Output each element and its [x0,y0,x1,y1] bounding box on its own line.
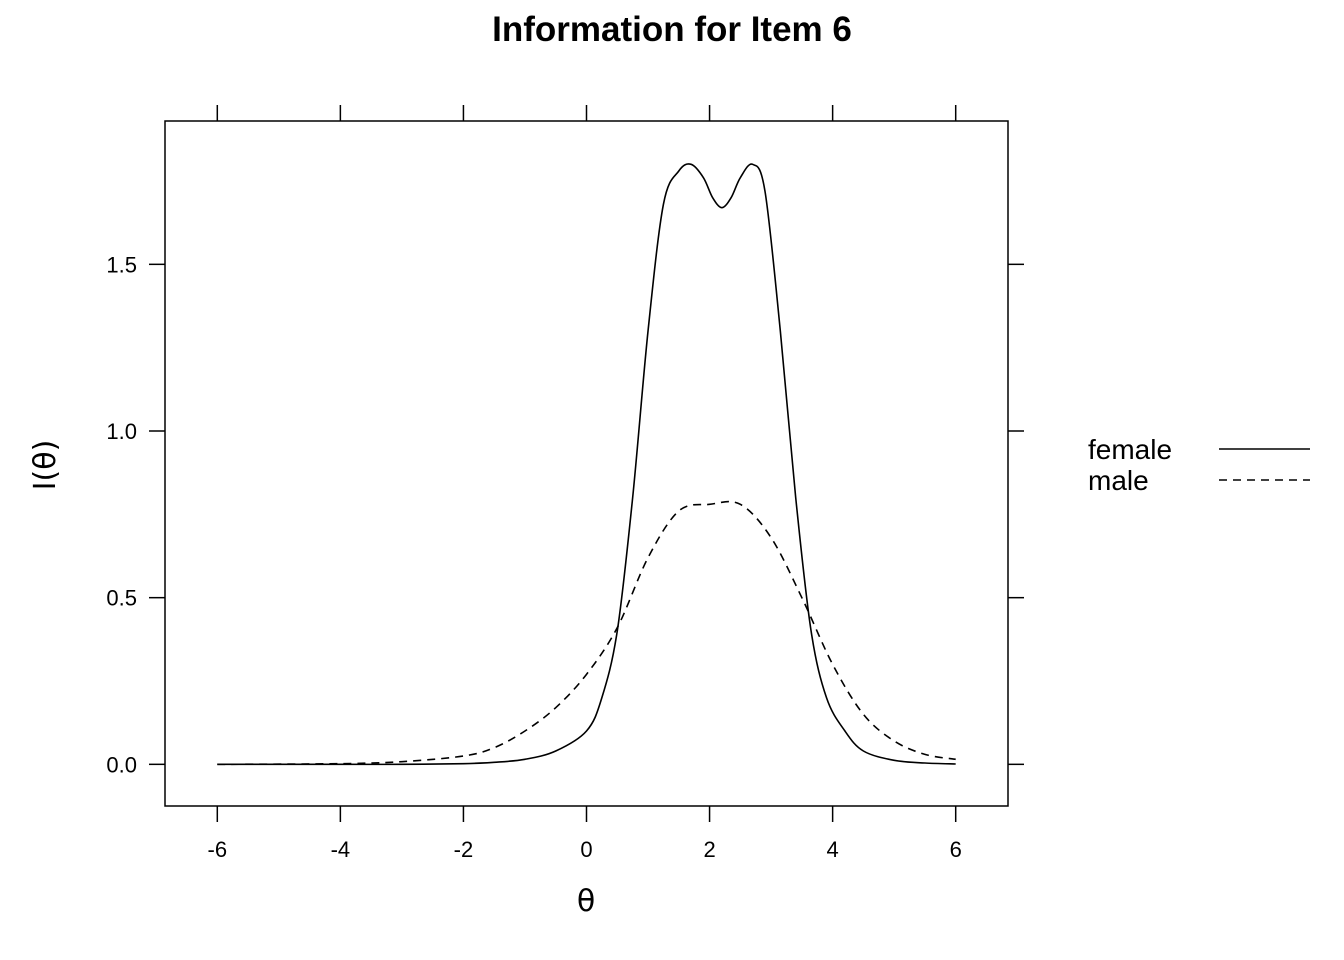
y-tick-label: 0.5 [106,586,137,611]
x-tick-label: 2 [703,837,715,862]
series-lines [217,163,956,766]
y-tick-label: 1.5 [106,252,137,277]
x-tick-label: -4 [331,837,351,862]
y-axis: 0.0 0.5 1.0 1.5 [106,252,1024,777]
chart-title: Information for Item 6 [492,10,852,49]
series-line-male [217,500,956,766]
series-line-female [217,163,956,766]
legend-label-male: male [1088,465,1149,496]
x-tick-label: 0 [580,837,592,862]
y-tick-label: 1.0 [106,419,137,444]
y-tick-label: 0.0 [106,752,137,777]
x-axis: -6 -4 -2 0 2 4 6 [208,105,962,862]
x-tick-label: -2 [454,837,474,862]
x-tick-label: 6 [950,837,962,862]
x-tick-label: 4 [827,837,839,862]
plot-frame [164,120,1009,807]
y-axis-label: I(θ) [28,440,63,491]
x-axis-label: θ [577,884,595,919]
legend-label-female: female [1088,434,1172,465]
x-tick-label: -6 [208,837,228,862]
